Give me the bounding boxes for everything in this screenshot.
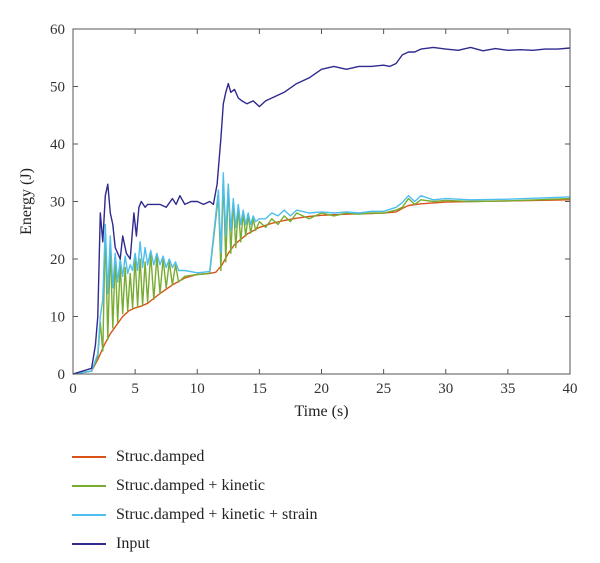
legend-item: Struc.damped + kinetic (72, 471, 318, 500)
legend-item: Input (72, 529, 318, 558)
y-tick-label: 50 (50, 80, 65, 96)
x-tick-label: 15 (252, 381, 267, 397)
x-axis-label: Time (s) (294, 403, 348, 420)
y-axis-label: Energy (J) (18, 168, 35, 235)
x-tick-label: 10 (190, 381, 205, 397)
y-tick-label: 20 (50, 252, 65, 268)
series-line-1 (72, 199, 571, 375)
x-axis-ticks: 0 5 10 15 20 25 30 35 40 (69, 29, 578, 397)
x-tick-label: 40 (563, 381, 578, 397)
legend-label: Struc.damped (116, 447, 205, 465)
legend-item: Struc.damped (72, 442, 318, 471)
x-tick-label: 20 (314, 381, 329, 397)
legend-label: Struc.damped + kinetic + strain (116, 505, 318, 523)
legend-swatch (72, 455, 106, 458)
series-line-4 (72, 46, 571, 375)
legend-label: Struc.damped + kinetic (116, 476, 265, 494)
plot-area: 0 5 10 15 20 25 30 35 40 0 10 20 30 40 50 60 (50, 22, 578, 397)
legend-item: Struc.damped + kinetic + strain (72, 500, 318, 529)
x-tick-label: 25 (376, 381, 391, 397)
y-tick-label: 60 (50, 22, 65, 38)
series-line-2 (72, 177, 571, 375)
y-tick-label: 40 (50, 137, 65, 153)
x-tick-label: 5 (131, 381, 139, 397)
legend-swatch (72, 484, 106, 487)
y-tick-label: 0 (58, 367, 66, 383)
y-tick-label: 30 (50, 195, 65, 211)
y-tick-label: 10 (50, 310, 65, 326)
x-tick-label: 30 (438, 381, 453, 397)
x-tick-label: 0 (69, 381, 77, 397)
legend-swatch (72, 513, 106, 516)
legend: Struc.damped Struc.damped + kinetic Struc.… (72, 442, 318, 558)
series-line-3 (72, 172, 571, 375)
y-axis-ticks: 0 10 20 30 40 50 60 (50, 22, 570, 383)
legend-label: Input (116, 534, 150, 552)
x-tick-label: 35 (500, 381, 515, 397)
legend-swatch (72, 542, 106, 545)
chart-lines (72, 46, 571, 375)
